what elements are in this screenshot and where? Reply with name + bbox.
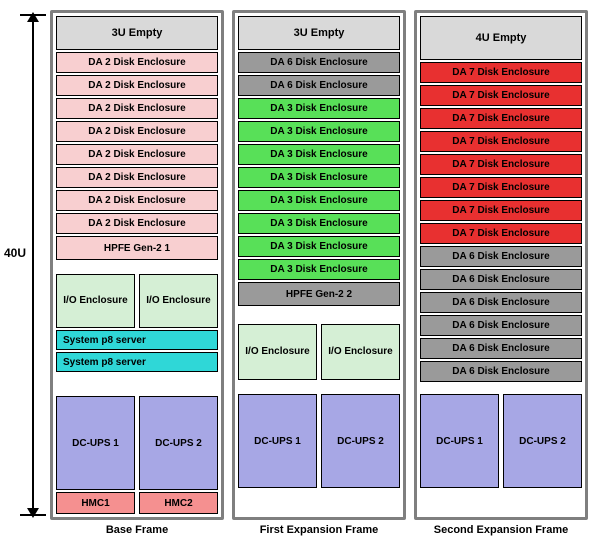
frame-0: 3U EmptyDA 2 Disk EnclosureDA 2 Disk Enc… (50, 10, 224, 520)
disk-enclosure-4: DA 3 Disk Enclosure (238, 144, 400, 165)
dcups-left: DC-UPS 1 (56, 396, 135, 490)
disk-enclosure-7: DA 3 Disk Enclosure (238, 213, 400, 234)
hmc-left: HMC1 (56, 492, 135, 514)
disk-enclosure-3: DA 2 Disk Enclosure (56, 121, 218, 142)
dcups-pair: DC-UPS 1DC-UPS 2 (56, 396, 218, 490)
frame-2: 4U EmptyDA 7 Disk EnclosureDA 7 Disk Enc… (414, 10, 588, 520)
frame-label-2: Second Expansion Frame (434, 524, 568, 536)
disk-enclosure-2: DA 3 Disk Enclosure (238, 98, 400, 119)
empty-slot: 3U Empty (238, 16, 400, 50)
disk-enclosure-4: DA 2 Disk Enclosure (56, 144, 218, 165)
io-enclosure-right: I/O Enclosure (139, 274, 218, 328)
frame-wrap-0: 3U EmptyDA 2 Disk EnclosureDA 2 Disk Enc… (50, 10, 224, 536)
disk-enclosure-2: DA 7 Disk Enclosure (420, 108, 582, 129)
disk-enclosure-12: DA 6 Disk Enclosure (420, 338, 582, 359)
server-1: System p8 server (56, 352, 218, 372)
frame-label-0: Base Frame (106, 524, 168, 536)
dcups-right: DC-UPS 2 (139, 396, 218, 490)
disk-enclosure-9: DA 6 Disk Enclosure (420, 269, 582, 290)
dcups-pair: DC-UPS 1DC-UPS 2 (420, 394, 582, 488)
gap (56, 374, 218, 382)
empty-slot: 4U Empty (420, 16, 582, 60)
dcups-pair: DC-UPS 1DC-UPS 2 (238, 394, 400, 488)
gap (238, 308, 400, 322)
disk-enclosure-1: DA 6 Disk Enclosure (238, 75, 400, 96)
disk-enclosure-7: DA 7 Disk Enclosure (420, 223, 582, 244)
disk-enclosure-3: DA 3 Disk Enclosure (238, 121, 400, 142)
frames-row: 3U EmptyDA 2 Disk EnclosureDA 2 Disk Enc… (50, 10, 588, 536)
height-indicator: 40U (6, 14, 46, 514)
hpfe-slot: HPFE Gen-2 1 (56, 236, 218, 260)
bottom-pad (420, 490, 582, 514)
server-0: System p8 server (56, 330, 218, 350)
disk-enclosure-6: DA 3 Disk Enclosure (238, 190, 400, 211)
disk-enclosure-0: DA 2 Disk Enclosure (56, 52, 218, 73)
dcups-right: DC-UPS 2 (321, 394, 400, 488)
empty-slot: 3U Empty (56, 16, 218, 50)
disk-enclosure-6: DA 2 Disk Enclosure (56, 190, 218, 211)
disk-enclosure-0: DA 6 Disk Enclosure (238, 52, 400, 73)
io-enclosure-right: I/O Enclosure (321, 324, 400, 380)
frame-label-1: First Expansion Frame (260, 524, 379, 536)
frame-wrap-1: 3U EmptyDA 6 Disk EnclosureDA 6 Disk Enc… (232, 10, 406, 536)
disk-enclosure-1: DA 7 Disk Enclosure (420, 85, 582, 106)
frame-1: 3U EmptyDA 6 Disk EnclosureDA 6 Disk Enc… (232, 10, 406, 520)
dcups-right: DC-UPS 2 (503, 394, 582, 488)
disk-enclosure-0: DA 7 Disk Enclosure (420, 62, 582, 83)
disk-enclosure-5: DA 3 Disk Enclosure (238, 167, 400, 188)
disk-enclosure-5: DA 2 Disk Enclosure (56, 167, 218, 188)
disk-enclosure-10: DA 6 Disk Enclosure (420, 292, 582, 313)
height-label: 40U (4, 244, 26, 262)
hmc-right: HMC2 (139, 492, 218, 514)
dcups-left: DC-UPS 1 (238, 394, 317, 488)
disk-enclosure-11: DA 6 Disk Enclosure (420, 315, 582, 336)
io-pair: I/O EnclosureI/O Enclosure (56, 274, 218, 328)
gap (56, 262, 218, 272)
disk-enclosure-4: DA 7 Disk Enclosure (420, 154, 582, 175)
disk-enclosure-9: DA 3 Disk Enclosure (238, 259, 400, 280)
disk-enclosure-6: DA 7 Disk Enclosure (420, 200, 582, 221)
io-enclosure-left: I/O Enclosure (238, 324, 317, 380)
hpfe-slot: HPFE Gen-2 2 (238, 282, 400, 306)
rack-diagram: 40U 3U EmptyDA 2 Disk EnclosureDA 2 Disk… (6, 6, 597, 545)
frame-wrap-2: 4U EmptyDA 7 Disk EnclosureDA 7 Disk Enc… (414, 10, 588, 536)
bottom-pad (238, 490, 400, 514)
hmc-pair: HMC1HMC2 (56, 492, 218, 514)
disk-enclosure-5: DA 7 Disk Enclosure (420, 177, 582, 198)
disk-enclosure-8: DA 3 Disk Enclosure (238, 236, 400, 257)
disk-enclosure-7: DA 2 Disk Enclosure (56, 213, 218, 234)
disk-enclosure-13: DA 6 Disk Enclosure (420, 361, 582, 382)
disk-enclosure-2: DA 2 Disk Enclosure (56, 98, 218, 119)
disk-enclosure-8: DA 6 Disk Enclosure (420, 246, 582, 267)
disk-enclosure-3: DA 7 Disk Enclosure (420, 131, 582, 152)
io-enclosure-left: I/O Enclosure (56, 274, 135, 328)
disk-enclosure-1: DA 2 Disk Enclosure (56, 75, 218, 96)
dcups-left: DC-UPS 1 (420, 394, 499, 488)
io-pair: I/O EnclosureI/O Enclosure (238, 324, 400, 380)
